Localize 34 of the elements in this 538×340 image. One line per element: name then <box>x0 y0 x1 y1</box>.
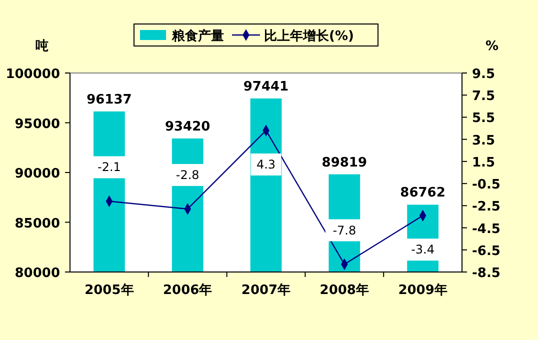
y2-tick-label: -8.5 <box>472 266 500 281</box>
data-label: 4.3 <box>256 157 276 172</box>
data-label: 97441 <box>243 79 289 94</box>
x-tick-label: 2007年 <box>241 283 291 298</box>
y2-axis-title: % <box>485 39 499 54</box>
y-axis-title: 吨 <box>36 39 48 54</box>
data-label: 89819 <box>322 155 368 170</box>
data-label: -2.1 <box>97 160 121 174</box>
y2-tick-label: -6.5 <box>472 244 500 259</box>
data-label: -3.4 <box>411 242 435 257</box>
legend-label: 比上年增长(%) <box>264 29 354 44</box>
y2-tick-label: -0.5 <box>472 178 500 193</box>
data-label: 93420 <box>164 119 210 134</box>
x-tick-label: 2006年 <box>163 283 212 298</box>
legend-label: 粮食产量 <box>171 28 224 44</box>
y2-tick-label: 7.5 <box>472 89 496 104</box>
y-tick-label: 90000 <box>14 166 60 182</box>
x-tick-label: 2008年 <box>320 283 369 298</box>
y2-tick-label: 9.5 <box>472 67 496 82</box>
y-tick-label: 80000 <box>14 266 60 281</box>
y-tick-label: 95000 <box>14 116 60 132</box>
y2-tick-label: 3.5 <box>472 133 496 148</box>
data-label: -2.8 <box>176 168 200 182</box>
x-tick-label: 2009年 <box>398 283 448 298</box>
data-label: 96137 <box>86 92 132 108</box>
data-label: 86762 <box>400 186 446 201</box>
y2-tick-label: -2.5 <box>472 200 500 215</box>
y2-tick-label: 5.5 <box>472 111 496 126</box>
y2-tick-label: 1.5 <box>472 155 496 170</box>
y-tick-label: 85000 <box>14 216 60 232</box>
y2-tick-label: -4.5 <box>472 222 500 237</box>
data-label: -7.8 <box>332 223 356 238</box>
x-tick-label: 2005年 <box>84 283 134 298</box>
y-tick-label: 100000 <box>6 67 60 82</box>
